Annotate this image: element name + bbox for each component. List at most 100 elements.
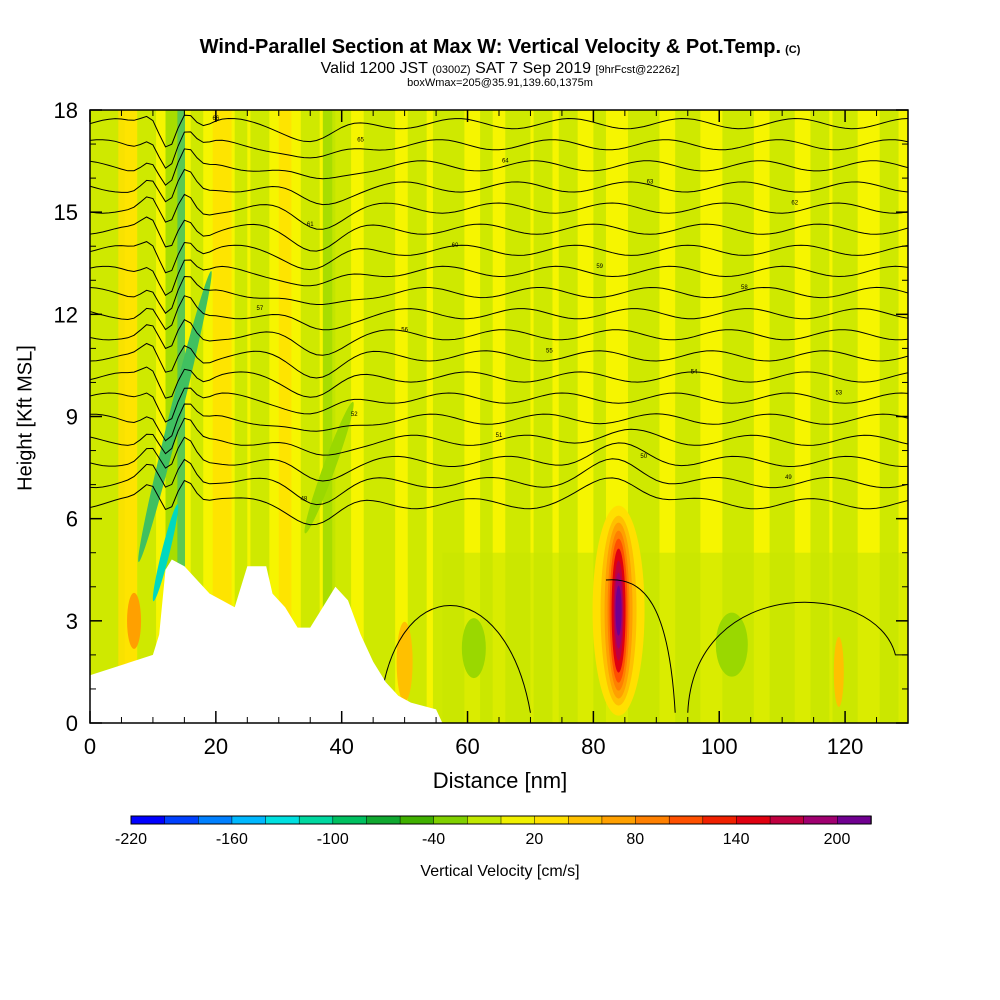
forecast-info: [9hrFcst@2226z]	[595, 64, 680, 76]
pot-temp-contour	[90, 259, 908, 297]
contour-label: 55	[546, 348, 553, 354]
pot-temp-contour	[90, 387, 908, 423]
colorbar-swatch	[231, 815, 267, 825]
pot-temp-contour	[90, 458, 908, 506]
pot-temp-contour	[378, 605, 531, 713]
x-tick-label: 80	[581, 734, 605, 759]
box-wmax-info: boxWmax=205@35.91,139.60,1375m	[407, 77, 593, 89]
colorbar-swatch	[635, 815, 670, 825]
y-tick-label: 0	[66, 711, 78, 736]
colorbar-tick-label: 80	[626, 831, 644, 848]
colorbar-swatch	[130, 815, 166, 825]
colorbar-swatch	[736, 815, 771, 825]
contour-label: 48	[301, 496, 308, 502]
y-tick-label: 9	[66, 405, 78, 430]
colorbar-swatch	[433, 815, 469, 825]
pot-temp-contour	[90, 131, 908, 169]
contour-label: 64	[502, 158, 509, 164]
colorbar-swatch	[467, 815, 502, 825]
colorbar-label: Vertical Velocity [cm/s]	[420, 863, 580, 880]
velocity-band	[234, 110, 248, 723]
colorbar-tick-label: 200	[824, 831, 851, 848]
valid-time: Valid 1200 JST	[320, 60, 428, 77]
y-tick-label: 18	[54, 98, 78, 123]
colorbar-swatch	[769, 815, 805, 825]
contour-label: 61	[307, 222, 314, 228]
y-axis-label: Height [Kft MSL]	[14, 345, 37, 491]
utc-time: (0300Z)	[432, 64, 471, 76]
pot-temp-contour	[90, 114, 908, 148]
x-tick-label: 120	[827, 734, 864, 759]
velocity-band	[300, 110, 320, 723]
pot-temp-contour	[90, 319, 908, 356]
pot-temp-contour	[90, 241, 908, 274]
colorbar-swatch	[366, 815, 401, 825]
pot-temp-contour	[90, 193, 908, 230]
chart-title: Wind-Parallel Section at Max W: Vertical…	[0, 36, 1000, 59]
contour-label: 60	[452, 243, 459, 249]
x-tick-label: 40	[329, 734, 353, 759]
velocity-band	[407, 110, 427, 723]
updraft-core	[615, 585, 622, 636]
y-tick-label: 3	[66, 609, 78, 634]
pot-temp-contour	[687, 601, 908, 713]
downdraft-patch	[461, 618, 486, 679]
colorbar-frame	[130, 815, 872, 825]
colorbar-swatch	[298, 815, 334, 825]
colorbar-swatch	[164, 815, 200, 825]
colorbar-swatch	[399, 815, 435, 825]
pot-temp-contour	[605, 579, 676, 713]
chart-subtitle: Valid 1200 JST (0300Z) SAT 7 Sep 2019 [9…	[0, 60, 1000, 78]
x-tick-label: 60	[455, 734, 479, 759]
pot-temp-contour	[90, 148, 908, 186]
colorbar-tick-label: -40	[422, 831, 445, 848]
plot-area: 66656463626160595857565554535251504948	[90, 110, 908, 723]
updraft-patch	[833, 636, 844, 707]
valid-date: SAT 7 Sep 2019	[475, 60, 591, 77]
colorbar-swatch	[668, 815, 704, 825]
contour-label: 65	[357, 137, 364, 143]
colorbar-swatch	[601, 815, 637, 825]
pot-temp-contour	[90, 216, 908, 252]
contour-label: 56	[401, 327, 408, 333]
contour-label: 50	[640, 454, 647, 460]
slanted-downdraft	[138, 270, 212, 563]
colorbar-swatch	[332, 815, 368, 825]
low-level-field	[442, 552, 908, 723]
downdraft-patch	[715, 612, 748, 677]
contour-label: 51	[496, 433, 503, 439]
pot-temp-contour	[90, 342, 908, 379]
pot-temp-contour	[90, 417, 908, 456]
colorbar-swatch	[265, 815, 300, 825]
contour-label: 54	[691, 370, 698, 376]
contour-label: 63	[647, 180, 654, 186]
contour-label: 57	[257, 306, 264, 312]
pot-temp-contour	[90, 275, 908, 314]
colorbar-swatch	[803, 815, 839, 825]
colorbar-swatch	[534, 815, 570, 825]
pot-temp-contour	[90, 168, 908, 206]
contour-label: 62	[791, 201, 798, 207]
colorbar-swatch	[702, 815, 738, 825]
colorbar-swatch	[837, 815, 872, 825]
y-tick-label: 6	[66, 507, 78, 532]
x-tick-label: 100	[701, 734, 738, 759]
x-tick-label: 0	[84, 734, 96, 759]
pot-temp-contour	[90, 403, 908, 442]
pot-temp-contour	[90, 366, 908, 399]
slanted-downdraft	[304, 401, 354, 534]
contour-label: 59	[596, 264, 603, 270]
velocity-band	[90, 110, 125, 723]
velocity-band	[363, 110, 396, 723]
colorbar-tick-label: -220	[115, 831, 147, 848]
colorbar-swatch	[568, 815, 603, 825]
colorbar-tick-label: -160	[216, 831, 248, 848]
y-tick-label: 15	[54, 200, 78, 225]
pot-temp-contour	[90, 436, 908, 482]
colorbar-tick-label: 20	[526, 831, 544, 848]
velocity-band	[177, 110, 186, 723]
colorbar-swatch	[198, 815, 233, 825]
contour-label: 49	[785, 475, 792, 481]
velocity-band	[118, 110, 138, 723]
terrain	[90, 559, 908, 723]
